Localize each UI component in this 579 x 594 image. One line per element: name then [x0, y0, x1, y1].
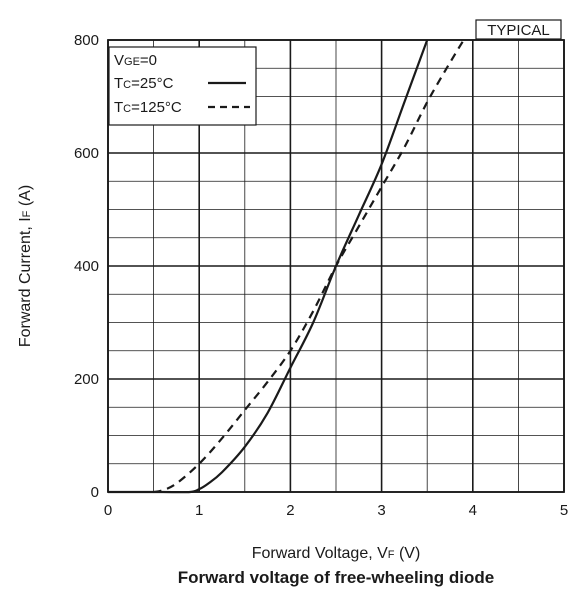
series-line-25c: [107, 39, 429, 494]
chart-legend: VGE=0 TC=25°C TC=125°C: [108, 46, 257, 126]
x-tick-label: 3: [377, 502, 385, 519]
x-tick-label: 5: [560, 502, 568, 519]
y-tick-label: 600: [74, 145, 99, 162]
plot-frame: [107, 39, 565, 493]
x-tick-label: 2: [286, 502, 294, 519]
chart-tick-labels: 0 1 2 3 4 5 0 200 400 600 800: [74, 32, 568, 519]
typical-badge: TYPICAL: [475, 19, 562, 40]
typical-badge-box: [475, 19, 562, 40]
y-tick-label: 200: [74, 371, 99, 388]
legend-box: [108, 46, 257, 126]
legend-item-125c-label: TC=125°C: [114, 99, 182, 116]
typical-badge-text: TYPICAL: [487, 22, 550, 39]
x-tick-label: 4: [469, 502, 477, 519]
legend-header: VGE=0: [114, 52, 157, 69]
chart-curves: [107, 39, 465, 494]
y-tick-label: 0: [91, 484, 99, 501]
y-tick-label: 800: [74, 32, 99, 49]
legend-item-25c-label: TC=25°C: [114, 75, 174, 92]
y-tick-label: 400: [74, 258, 99, 275]
x-axis-label: Forward Voltage, VF (V): [252, 545, 421, 562]
x-tick-label: 1: [195, 502, 203, 519]
x-tick-label: 0: [104, 502, 112, 519]
y-axis-label: Forward Current, IF (A): [17, 185, 34, 347]
chart-title: Forward voltage of free-wheeling diode: [178, 568, 494, 587]
